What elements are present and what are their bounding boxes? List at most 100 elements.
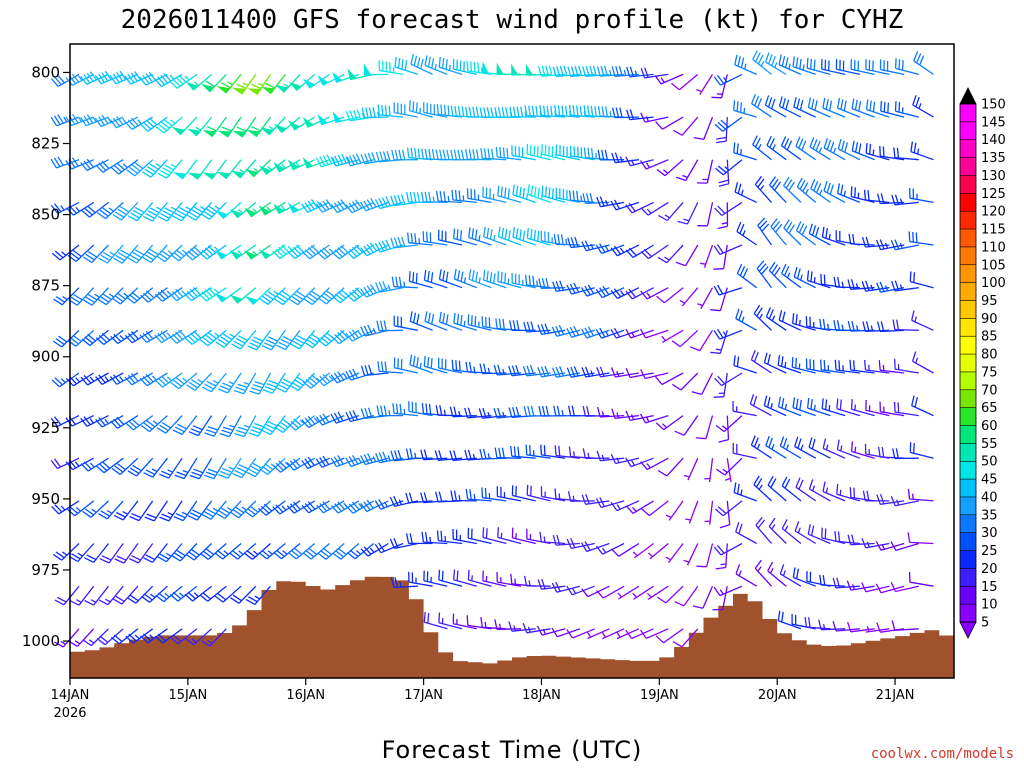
wind-barb xyxy=(229,500,257,519)
wind-barb xyxy=(184,585,213,602)
colorbar-swatch xyxy=(960,425,976,444)
wind-barb xyxy=(587,628,610,640)
wind-barb xyxy=(566,628,595,639)
wind-barb xyxy=(468,269,492,289)
wind-barb xyxy=(891,194,919,206)
wind-barb xyxy=(796,177,817,203)
wind-barb xyxy=(157,201,183,222)
wind-barb xyxy=(714,500,743,517)
wind-barb xyxy=(847,320,875,332)
wind-barb xyxy=(753,475,772,502)
wind-barb xyxy=(713,542,743,556)
wind-barb xyxy=(695,415,714,440)
wind-barb xyxy=(908,571,934,587)
wind-barb xyxy=(820,359,846,374)
wind-barb xyxy=(467,527,492,545)
wind-barb xyxy=(420,449,448,461)
credit-text: coolwx.com/models xyxy=(871,746,1014,762)
wind-barb xyxy=(647,543,669,560)
wind-barb xyxy=(111,287,139,305)
wind-barb xyxy=(581,585,610,598)
wind-barb xyxy=(804,617,831,630)
wind-barb xyxy=(913,51,934,75)
wind-barb xyxy=(632,585,654,600)
wind-barb xyxy=(733,142,757,161)
wind-barb xyxy=(685,500,699,524)
wind-barb xyxy=(778,310,802,331)
wind-barb xyxy=(112,201,139,221)
wind-barb xyxy=(189,457,213,480)
wind-barb xyxy=(697,159,714,184)
wind-barb xyxy=(143,543,168,563)
wind-barb xyxy=(766,135,787,161)
x-tick-label: 18JAN xyxy=(522,688,561,703)
wind-barb xyxy=(51,372,80,388)
wind-barb xyxy=(912,95,934,118)
wind-barb xyxy=(890,495,919,507)
wind-barb xyxy=(510,446,536,459)
wind-barb xyxy=(154,73,183,88)
wind-barb xyxy=(822,481,846,502)
wind-barb xyxy=(169,628,198,645)
wind-barb xyxy=(655,116,684,130)
colorbar-swatch xyxy=(960,264,976,283)
wind-barb xyxy=(879,59,905,76)
wind-barb xyxy=(522,365,551,377)
wind-barb xyxy=(850,399,875,417)
colorbar-label: 130 xyxy=(981,169,1006,184)
wind-barb xyxy=(777,396,802,417)
wind-barb xyxy=(483,226,507,246)
wind-barb xyxy=(655,415,684,431)
colorbar-swatch xyxy=(960,282,976,301)
wind-barb xyxy=(833,276,860,289)
wind-barb xyxy=(360,364,389,377)
wind-barb xyxy=(823,181,846,203)
wind-barb xyxy=(537,578,566,590)
wind-barb xyxy=(124,71,153,85)
colorbar-label: 150 xyxy=(981,98,1006,113)
wind-barb xyxy=(795,221,817,246)
colorbar-swatch xyxy=(960,193,976,212)
wind-barb xyxy=(832,577,860,589)
wind-barb xyxy=(438,612,463,630)
wind-barb xyxy=(876,193,905,205)
wind-barb xyxy=(438,56,463,76)
wind-barb xyxy=(129,500,154,522)
wind-barb xyxy=(792,397,816,417)
wind-barb xyxy=(683,457,699,481)
wind-barb xyxy=(891,620,919,631)
wind-barb xyxy=(670,73,699,91)
wind-barb xyxy=(423,570,448,587)
wind-barb xyxy=(229,287,257,304)
wind-barb xyxy=(795,136,817,161)
wind-barb xyxy=(611,542,640,557)
colorbar-label: 120 xyxy=(981,205,1006,220)
wind-barb xyxy=(765,307,787,331)
wind-barb xyxy=(405,492,433,504)
wind-barb xyxy=(595,327,625,339)
wind-barb xyxy=(861,538,890,549)
wind-barb xyxy=(639,628,669,639)
wind-barb xyxy=(672,372,699,391)
wind-barb xyxy=(567,491,595,502)
wind-barb xyxy=(893,401,919,417)
wind-barb xyxy=(783,176,802,203)
wind-barb xyxy=(127,457,154,477)
wind-barb xyxy=(317,73,345,86)
wind-barb xyxy=(661,329,684,343)
wind-barb xyxy=(583,105,610,118)
x-tick-label: 19JAN xyxy=(640,688,679,703)
wind-barb xyxy=(332,111,360,124)
colorbar-label: 35 xyxy=(981,508,998,523)
wind-barb xyxy=(710,330,728,354)
wind-barb xyxy=(405,533,433,545)
wind-barb xyxy=(482,186,507,204)
wind-barb xyxy=(231,159,257,179)
wind-barb xyxy=(54,585,80,606)
wind-barb xyxy=(756,260,773,289)
wind-barb xyxy=(231,329,257,350)
wind-barb xyxy=(525,274,551,289)
wind-barb xyxy=(287,159,315,171)
wind-barb xyxy=(185,73,213,91)
wind-barb xyxy=(317,113,345,126)
